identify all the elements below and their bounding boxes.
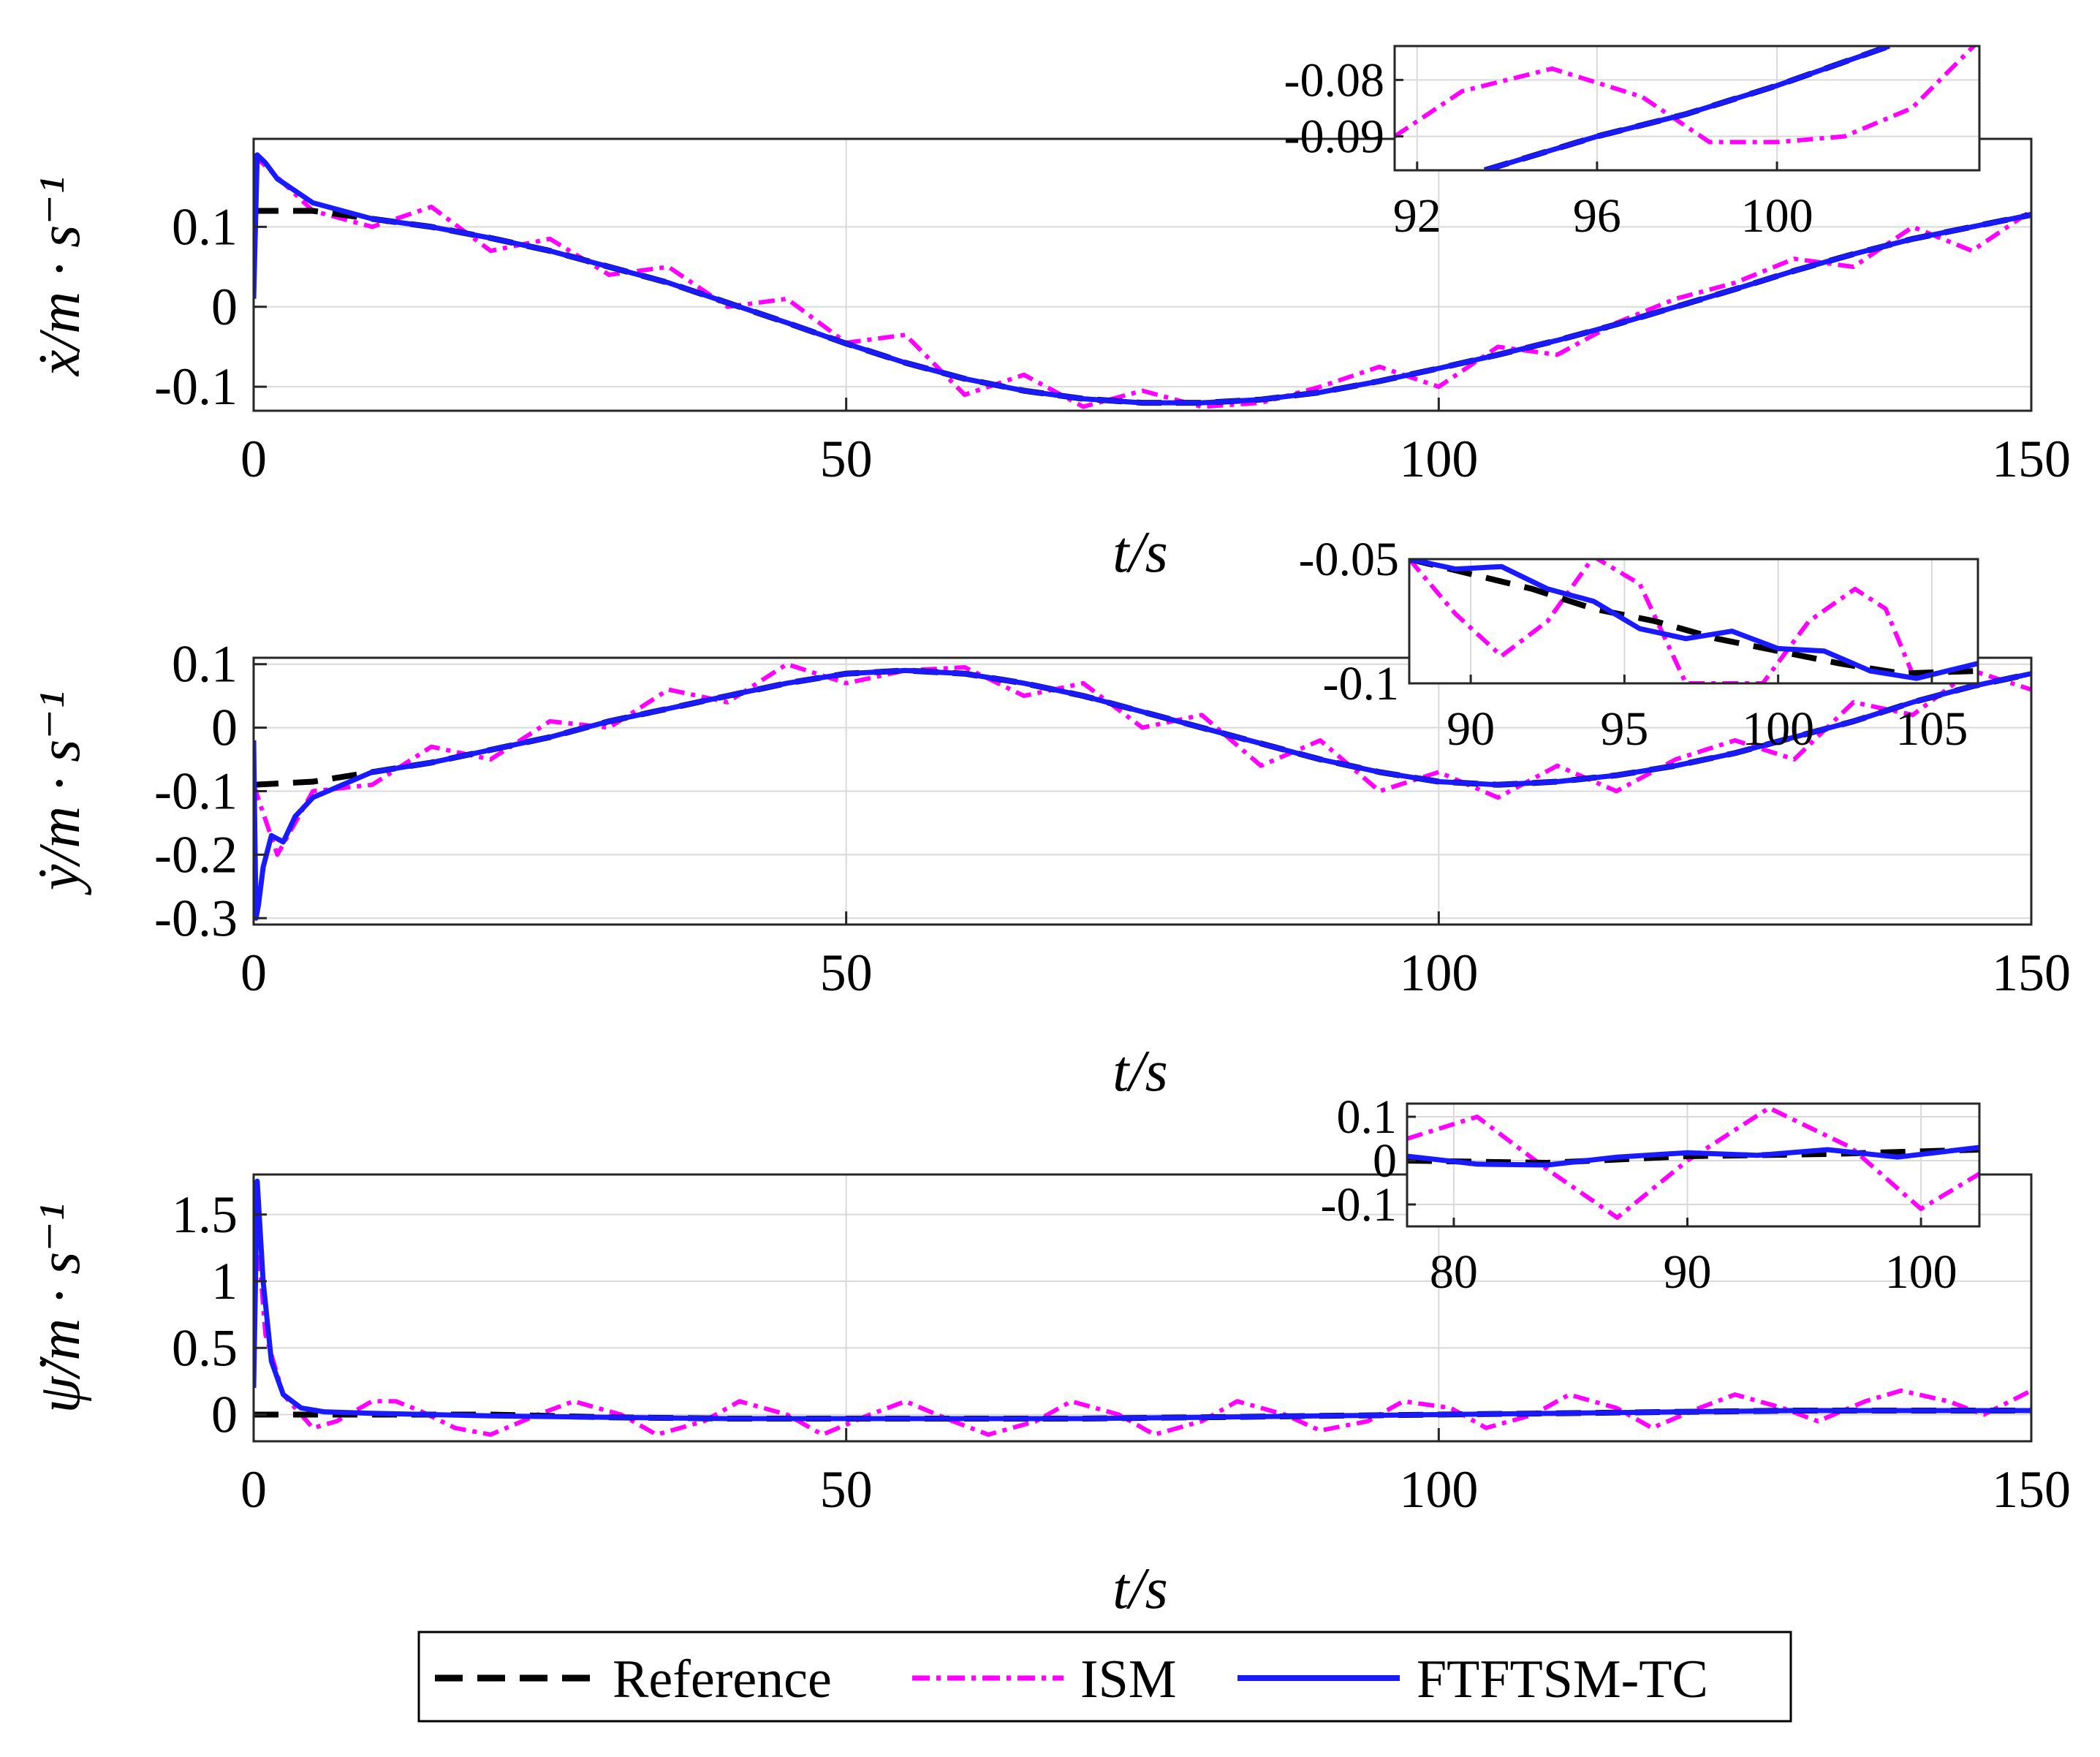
inset-y-tick-labels: -0.05 -0.1: [1299, 533, 1418, 710]
y-tick-label: -0.05: [1299, 533, 1399, 586]
y-tick-label: -0.1: [154, 357, 238, 416]
x-tick-label: 96: [1573, 189, 1621, 243]
series-group: [254, 661, 2031, 921]
series-group: [254, 1178, 2031, 1437]
inset-y-tick-labels: -0.08-0.09: [1284, 53, 1403, 164]
x-tick-label: 100: [1742, 702, 1814, 756]
y-tick-label: -0.1: [1321, 1178, 1397, 1232]
panel-ydot: 0 50 100 150 0.10-0.1-0.2-0.3 t/s ẏ/m · s⁻¹…: [28, 533, 2071, 1104]
x-tick-label: 0: [240, 944, 267, 1002]
y-tick-label: 0: [211, 1386, 238, 1444]
y-tick-label: 1.5: [172, 1185, 238, 1244]
y-tick-label: -0.3: [154, 889, 238, 947]
inset-frame: [1406, 1102, 1981, 1228]
y-tick-label: 0: [211, 699, 238, 757]
inset-x-tick-labels: 80 90 100: [1430, 1218, 1957, 1299]
series-line-ism: [1407, 1106, 1979, 1220]
legend-label-ism: ISM: [1080, 1650, 1177, 1709]
y-tick-label: 0.1: [1337, 1090, 1398, 1144]
x-tick-label: 50: [820, 430, 873, 488]
x-tick-label: 90: [1447, 702, 1495, 756]
y-tick-label: 0.1: [172, 635, 238, 694]
x-tick-label: 90: [1664, 1245, 1712, 1299]
series-group: [254, 152, 2031, 409]
inset-series-group: [1407, 1106, 1979, 1220]
x-tick-label: 0: [240, 1460, 267, 1519]
inset-frame: [1393, 45, 1981, 172]
inset-x-tick-labels: 92 96 100: [1393, 162, 1813, 243]
plot-bg: [254, 139, 2031, 411]
x-tick-label: 92: [1393, 189, 1441, 243]
legend-label-ftftsm: FTFTSM-TC: [1417, 1650, 1708, 1709]
x-tick-label: 150: [1992, 944, 2071, 1002]
x-tick-label: 150: [1992, 430, 2071, 488]
series-line-ism: [254, 1188, 2031, 1437]
series-line-ism: [1395, 46, 1977, 145]
series-line-ftftsm-tc: [254, 667, 2031, 921]
x-axis-label: t/s: [1112, 1557, 1168, 1621]
x-axis-label: t/s: [1112, 1039, 1168, 1104]
x-tick-label: 95: [1600, 702, 1648, 756]
series-line-ism: [254, 153, 2031, 409]
y-tick-label: -0.09: [1284, 110, 1384, 164]
x-tick-label: 0: [240, 430, 267, 488]
series-line-ftftsm-tc: [1484, 46, 1891, 170]
legend-label-reference: Reference: [613, 1650, 832, 1709]
y-tick-label: -0.1: [1323, 657, 1399, 710]
panel-xdot: 0 50 100 150 0.10-0.1 t/s ẋ/m · s⁻¹ 92 96 100…: [28, 45, 2071, 585]
x-tick-labels: 0 50 100 150: [240, 911, 2071, 1002]
legend-box: [417, 1631, 1792, 1723]
inset-x-tick-labels: 90 95 100 105: [1447, 675, 1968, 756]
legend: Reference ISM FTFTSM-TC: [417, 1631, 1792, 1723]
plot-frame: [252, 1173, 2033, 1443]
series-line-ftftsm-tc: [254, 1178, 2031, 1422]
inset-grid: [1395, 46, 1979, 170]
y-tick-label: -0.2: [154, 825, 238, 884]
inset-series-group: [1409, 559, 1978, 683]
x-tick-label: 105: [1895, 702, 1968, 756]
y-tick-labels: 1.5 1 0.5 0: [172, 1185, 267, 1444]
x-tick-label: 100: [1399, 430, 1478, 488]
inset-xdot: 92 96 100 -0.08-0.09: [1284, 45, 1981, 243]
series-line-ftftsm-tc: [1409, 559, 1978, 681]
x-tick-label: 100: [1741, 189, 1813, 243]
inset-bg: [1395, 46, 1979, 170]
inset-psidot: 80 90 100 0.10-0.1: [1321, 1090, 1981, 1299]
x-tick-labels: 0 50 100 150: [240, 1428, 2071, 1519]
x-tick-label: 100: [1399, 944, 1478, 1002]
plot-frame: [252, 137, 2033, 412]
y-tick-label: -0.08: [1284, 53, 1384, 107]
inset-y-tick-labels: 0.10-0.1: [1321, 1090, 1416, 1232]
x-tick-label: 150: [1992, 1460, 2071, 1519]
y-tick-label: 1: [211, 1252, 238, 1310]
y-tick-label: 0: [211, 278, 238, 336]
series-line-ftftsm-tc: [254, 152, 2031, 406]
x-tick-label: 100: [1399, 1460, 1478, 1519]
inset-series-group: [1395, 46, 1977, 170]
y-tick-label: 0.1: [172, 197, 238, 256]
x-tick-labels: 0 50 100 150: [240, 398, 2071, 488]
x-axis-label: t/s: [1112, 520, 1168, 585]
y-tick-label: 0: [1373, 1134, 1397, 1188]
series-line-ftftsm-tc: [1407, 1145, 1979, 1168]
x-tick-label: 100: [1885, 1245, 1957, 1299]
inset-frame: [1408, 558, 1979, 685]
y-tick-labels: 0.10-0.1-0.2-0.3: [154, 635, 267, 947]
inset-ydot: 90 95 100 105 -0.05 -0.1: [1299, 533, 1979, 756]
x-tick-label: 80: [1430, 1245, 1478, 1299]
y-axis-label: ẏ/m · s⁻¹: [28, 691, 92, 896]
panel-psidot: 0 50 100 150 1.5 1 0.5 0 t/s ψ̇/m · s⁻¹ 80 90 10…: [28, 1090, 2071, 1621]
x-tick-label: 50: [820, 1460, 873, 1519]
y-axis-label: ψ̇/m · s⁻¹: [28, 1203, 92, 1413]
x-tick-label: 50: [820, 944, 873, 1002]
y-tick-label: -0.1: [154, 762, 238, 821]
y-tick-label: 0.5: [172, 1318, 238, 1377]
y-tick-labels: 0.1 0 -0.1: [154, 197, 267, 416]
grid: [254, 139, 2031, 411]
y-axis-label: ẋ/m · s⁻¹: [28, 177, 92, 377]
